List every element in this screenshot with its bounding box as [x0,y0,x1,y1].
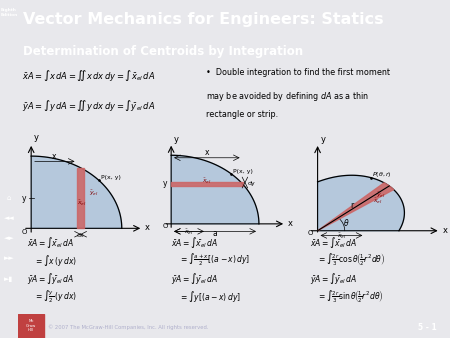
Text: $\bar{y}A = \int \bar{y}_{el}\,dA$: $\bar{y}A = \int \bar{y}_{el}\,dA$ [27,271,74,286]
Text: $\bar{x}A = \int \bar{x}_{el}\,dA$: $\bar{x}A = \int \bar{x}_{el}\,dA$ [27,235,74,250]
Text: y: y [34,133,39,142]
Text: $\bar{x}A = \int \bar{x}_{el}\,dA$: $\bar{x}A = \int \bar{x}_{el}\,dA$ [171,235,219,250]
Text: y: y [320,136,325,144]
Text: Determination of Centroids by Integration: Determination of Centroids by Integratio… [23,45,303,58]
Text: $\bar{y}_{el}$: $\bar{y}_{el}$ [376,191,386,200]
Text: ►►: ►► [4,256,14,262]
Text: may be avoided by defining $dA$ as a thin: may be avoided by defining $dA$ as a thi… [206,90,369,103]
Text: $\bar{x}_{el}$: $\bar{x}_{el}$ [184,228,194,237]
Text: ⌂: ⌂ [7,195,11,201]
Text: x: x [442,225,447,235]
Text: $= \int \frac{2r}{3}\sin\theta\!\left(\frac{1}{2}r^2 d\theta\right)$: $= \int \frac{2r}{3}\sin\theta\!\left(\f… [317,288,384,305]
Text: $\bar{x}_{el}$: $\bar{x}_{el}$ [76,198,86,208]
Text: $= \int x\,(y\,dx)$: $= \int x\,(y\,dx)$ [34,252,77,268]
Polygon shape [31,156,122,228]
Text: y: y [22,194,27,202]
Text: O: O [308,230,313,236]
Text: r: r [350,201,353,210]
Text: $= \int \frac{a+x}{2}\left[(a-x)\,dy\right]$: $= \int \frac{a+x}{2}\left[(a-x)\,dy\rig… [179,251,251,268]
Text: y: y [174,135,179,144]
Text: •  Double integration to find the first moment: • Double integration to find the first m… [206,68,390,77]
Text: P(x, y): P(x, y) [101,175,121,180]
Text: Eighth
Edition: Eighth Edition [0,8,18,17]
Text: $\bar{x}_{el}$: $\bar{x}_{el}$ [337,232,347,241]
Text: dy: dy [248,182,256,187]
Text: $P(\theta, r)$: $P(\theta, r)$ [372,170,392,179]
Bar [171,182,243,186]
Text: Vector Mechanics for Engineers: Statics: Vector Mechanics for Engineers: Statics [23,12,384,27]
Text: ◄►: ◄► [4,235,14,241]
Text: $= \int \frac{y}{2}\,(y\,dx)$: $= \int \frac{y}{2}\,(y\,dx)$ [34,288,77,305]
Text: dx: dx [76,233,85,238]
Text: $\bar{y}A = \int y\,dA = \iint y\,dx\,dy = \int \bar{y}_{el}\,dA$: $\bar{y}A = \int y\,dA = \iint y\,dx\,dy… [22,98,156,113]
Text: ►▮: ►▮ [4,276,13,282]
Text: $\bar{x}_{el}$: $\bar{x}_{el}$ [202,177,212,186]
Polygon shape [318,175,405,231]
Text: O: O [162,223,168,229]
Text: $\bar{x}A = \int x\,dA = \iint x\,dx\,dy = \int \bar{x}_{el}\,dA$: $\bar{x}A = \int x\,dA = \iint x\,dx\,dy… [22,68,156,83]
Text: $\bar{x}_{el}$: $\bar{x}_{el}$ [373,197,382,207]
Text: $\theta$: $\theta$ [343,217,350,228]
Text: x: x [288,219,292,228]
Polygon shape [171,155,259,224]
Text: © 2007 The McGraw-Hill Companies, Inc. All rights reserved.: © 2007 The McGraw-Hill Companies, Inc. A… [48,324,209,330]
Text: $= \int \frac{2r}{3}\cos\theta\!\left(\frac{1}{2}r^2 d\theta\right)$: $= \int \frac{2r}{3}\cos\theta\!\left(\f… [317,251,386,268]
Text: Mc
Graw
Hill: Mc Graw Hill [26,319,36,333]
Text: x: x [145,223,150,232]
Text: $\bar{y}A = \int \bar{y}_{el}\,dA$: $\bar{y}A = \int \bar{y}_{el}\,dA$ [171,271,219,286]
Text: $= \int y\left[(a-x)\,dy\right]$: $= \int y\left[(a-x)\,dy\right]$ [179,289,241,304]
Text: a: a [213,230,217,238]
Text: $\bar{x}A = \int \bar{x}_{el}\,dA$: $\bar{x}A = \int \bar{x}_{el}\,dA$ [310,235,357,250]
Polygon shape [318,183,394,231]
Text: x: x [52,152,57,162]
Text: P(x, y): P(x, y) [233,169,252,173]
Text: O: O [22,229,27,235]
Text: $\bar{y}A = \int \bar{y}_{el}\,dA$: $\bar{y}A = \int \bar{y}_{el}\,dA$ [310,271,357,286]
Text: $\bar{y}_{el}$: $\bar{y}_{el}$ [89,189,99,198]
Text: x: x [205,148,209,157]
Text: 5 - 1: 5 - 1 [418,322,437,332]
Text: rectangle or strip.: rectangle or strip. [206,111,278,119]
Bar [77,168,84,228]
Bar [18,314,44,338]
Text: y: y [162,179,167,189]
Text: ◄◄: ◄◄ [4,215,14,221]
